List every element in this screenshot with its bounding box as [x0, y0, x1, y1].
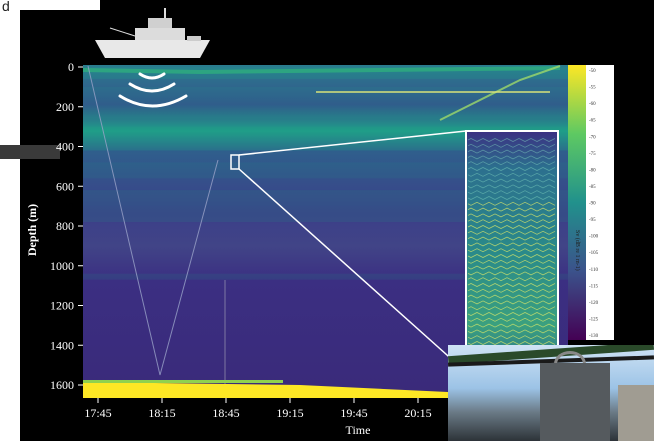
ship-icon [95, 8, 210, 58]
colorbar-tick-label: -60 [589, 102, 596, 107]
colorbar-tick-label: -100 [589, 235, 599, 240]
colorbar [568, 65, 586, 340]
inset-track [467, 277, 556, 282]
inset-track [467, 254, 556, 258]
colorbar-tick-label: -85 [589, 185, 596, 190]
inset-track [467, 149, 556, 154]
inset-track [467, 184, 556, 189]
page-margin-top [0, 0, 100, 10]
zoom-box [230, 154, 240, 170]
colorbar-tick-label: -125 [589, 317, 599, 322]
seafloor [83, 382, 448, 398]
x-tick-label: 17:45 [84, 406, 111, 420]
inset-track [467, 288, 556, 293]
migration-line [439, 65, 561, 121]
inset-track [467, 312, 556, 316]
x-tick-label: 18:15 [148, 406, 175, 420]
colorbar-tick-label: -90 [589, 202, 596, 207]
photo-instrument-side [618, 385, 654, 441]
inset-track [467, 242, 556, 247]
colorbar-tick-label: -50 [589, 69, 596, 74]
colorbar-tick-label: -95 [589, 218, 596, 223]
colorbar-label-box [586, 65, 614, 340]
colorbar-tick-label: -55 [589, 86, 596, 91]
x-tick-label: 19:15 [276, 406, 303, 420]
inset-track [467, 300, 556, 305]
seafloor-edge [83, 380, 283, 383]
inset-track [467, 161, 556, 166]
inset-track [467, 207, 556, 212]
inset-track [467, 190, 556, 195]
inset-track [467, 271, 556, 276]
inset-track [467, 230, 556, 235]
inset-track [467, 225, 556, 229]
colorbar-tick-label: -65 [589, 119, 596, 124]
inset-track [467, 341, 556, 345]
instrument-photo [448, 345, 654, 441]
inset-track [467, 294, 556, 299]
y-tick-label: 200 [56, 100, 74, 114]
y-tick-label: 0 [68, 60, 74, 74]
inset-track [467, 259, 556, 264]
inset-track [467, 167, 556, 171]
inset-track [467, 306, 556, 311]
inset-track [467, 248, 556, 253]
colorbar-tick-label: -70 [589, 135, 596, 140]
inset-track [467, 196, 556, 200]
background-strip [0, 145, 60, 159]
surface-layer [82, 66, 561, 75]
zoom-line-top [238, 130, 467, 156]
scattering-layer [83, 162, 568, 179]
x-axis-ticks: 17:45 18:15 18:45 19:15 19:45 20:15 [84, 398, 432, 420]
colorbar-tick-label: -110 [589, 268, 598, 273]
inset-track [467, 317, 556, 322]
zoom-line-bottom [238, 168, 467, 373]
panel-letter: d [2, 0, 10, 14]
inset-track [467, 323, 556, 328]
scattering-layer [83, 67, 568, 79]
page-margin [0, 0, 20, 441]
photo-instrument-frame [540, 363, 610, 441]
x-tick-label: 19:45 [340, 406, 367, 420]
x-tick-label: 20:15 [404, 406, 431, 420]
y-tick-label: 800 [56, 219, 74, 233]
inset-track [467, 155, 556, 160]
colorbar-tick-label: -75 [589, 152, 596, 157]
y-tick-label: 1200 [50, 299, 74, 313]
colorbar-tick-label: -130 [589, 334, 599, 339]
inset-track [467, 219, 556, 224]
inset-track [467, 172, 556, 177]
sonar-waves-icon [118, 72, 188, 108]
y-axis-ticks: 0 200 400 600 800 1000 1200 1400 1600 [50, 60, 83, 392]
inset-track [467, 283, 556, 287]
scattering-layer [83, 273, 568, 280]
inset-track [467, 213, 556, 218]
inset-track [467, 236, 556, 241]
y-tick-label: 1600 [50, 378, 74, 392]
y-tick-label: 1400 [50, 338, 74, 352]
colorbar-tick-label: -105 [589, 251, 599, 256]
inset-track [467, 265, 556, 270]
inset-track [467, 335, 556, 340]
colorbar-tick-label: -115 [589, 284, 598, 289]
inset-track [467, 143, 556, 148]
inset-track [467, 329, 556, 334]
inset-track [467, 138, 556, 142]
y-axis-title: Depth (m) [25, 204, 39, 256]
instrument-track [87, 65, 219, 376]
inset-track [467, 178, 556, 183]
x-tick-label: 18:45 [212, 406, 239, 420]
y-tick-label: 1000 [50, 259, 74, 273]
y-tick-label: 600 [56, 179, 74, 193]
colorbar-labels: -50 -55 -60 -65 -70 -75 -80 -85 -90 -95 -100 -105 -1… [589, 69, 599, 339]
inset-track [467, 201, 556, 206]
y-tick-label: 400 [56, 140, 74, 154]
colorbar-title: Sv (dB re 1 m-1) [574, 230, 581, 271]
colorbar-tick-label: -120 [589, 301, 599, 306]
x-axis-title: Time [346, 423, 371, 437]
colorbar-tick-label: -80 [589, 168, 596, 173]
